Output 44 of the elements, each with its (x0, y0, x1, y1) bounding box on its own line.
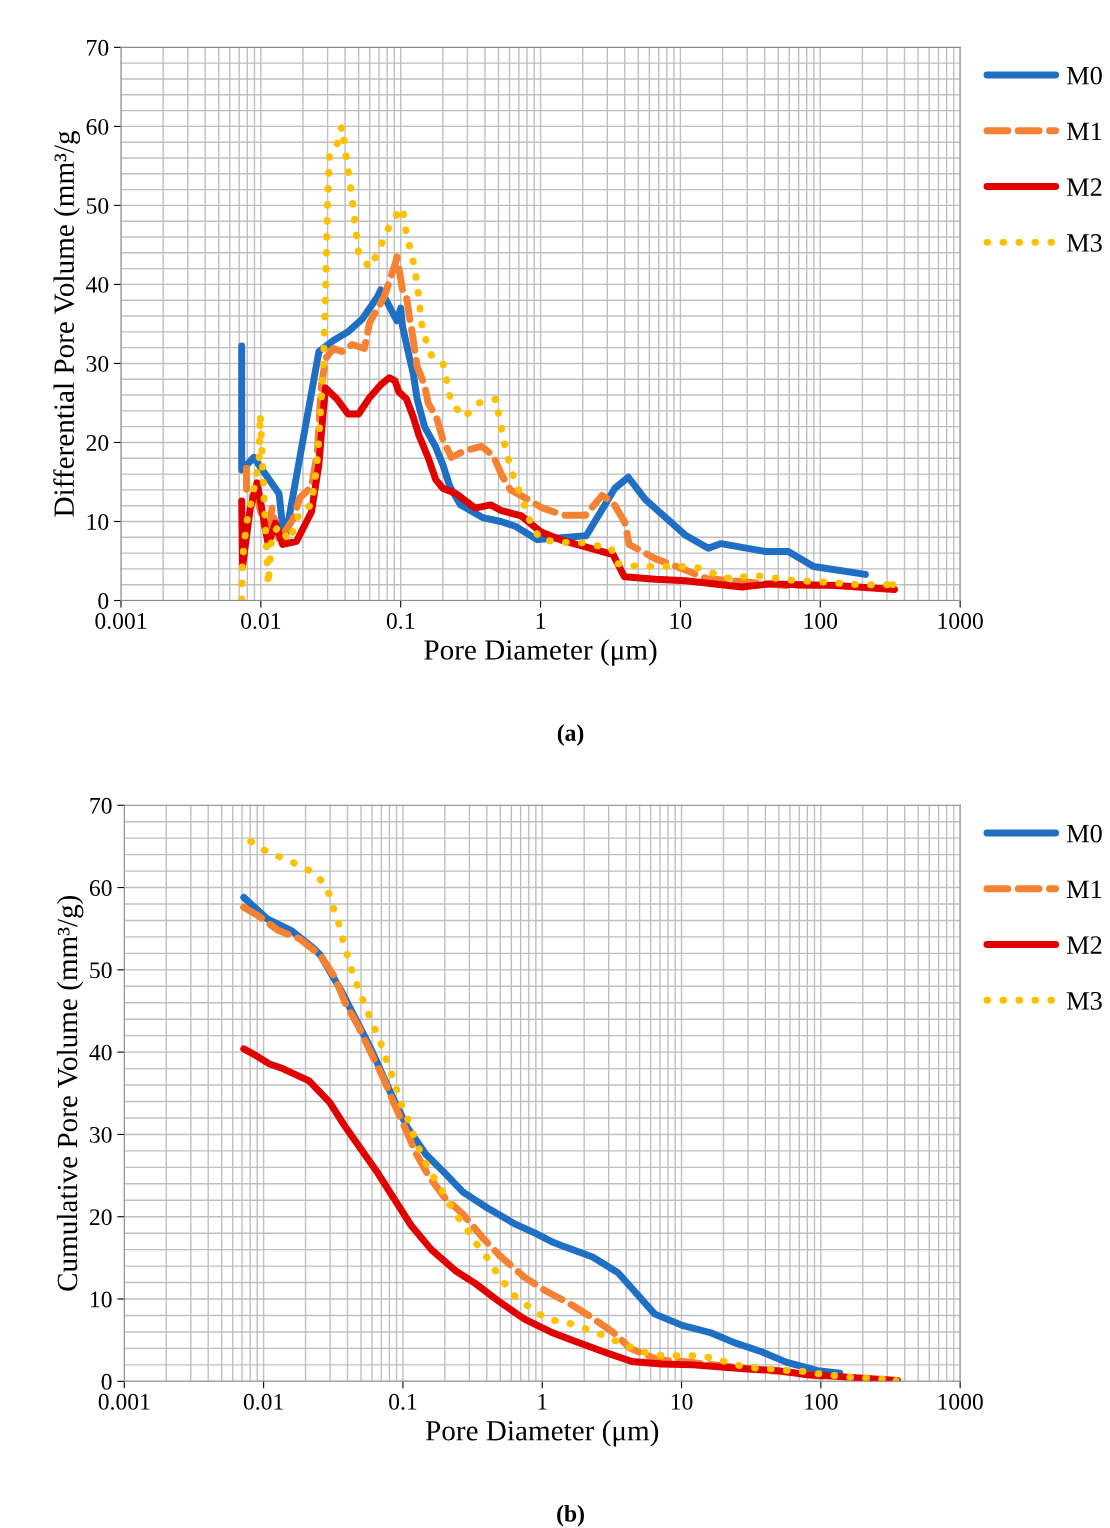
y-tick-label: 50 (86, 197, 109, 214)
legend-label: M0 (1066, 66, 1102, 85)
text: (a) (557, 724, 584, 746)
legend-label: M3 (1066, 234, 1102, 252)
legend-label: M2 (1066, 178, 1102, 196)
x-tick-label: 0.01 (241, 612, 281, 630)
x-tick-label: 10 (671, 1393, 693, 1410)
x-tick-label: 0.1 (386, 612, 415, 630)
text: (b) (557, 1505, 584, 1527)
y-tick-label: 10 (87, 513, 109, 530)
y-axis-title: Cumulative Pore Volume (mm³/g) (56, 895, 84, 1291)
x-tick-label: 100 (804, 612, 838, 629)
y-tick-label: 40 (89, 1044, 112, 1061)
x-tick-label: 100 (805, 1393, 838, 1410)
x-tick-label: 10 (670, 612, 692, 629)
y-tick-label: 20 (86, 434, 109, 451)
y-tick-label: 10 (90, 1291, 112, 1308)
y-tick-label: 70 (90, 797, 112, 814)
y-tick-label: 60 (86, 118, 109, 135)
x-axis-title: Pore Diameter (μm) (424, 639, 657, 666)
legend-label: M1 (1066, 122, 1102, 141)
x-tick-label: 0.001 (95, 612, 147, 630)
y-tick-label: 70 (87, 39, 109, 56)
y-axis-title: Differential Pore Volume (mm³/g (53, 130, 81, 517)
x-tick-label: 1 (536, 613, 546, 629)
x-tick-label: 0.001 (98, 1393, 150, 1410)
legend-label: M1 (1066, 880, 1102, 898)
x-tick-label: 0.1 (389, 1393, 417, 1410)
y-tick-label: 30 (90, 1126, 112, 1143)
y-tick-label: 0 (98, 592, 109, 609)
y-tick-label: 40 (86, 276, 109, 293)
y-tick-label: 60 (89, 880, 112, 896)
y-tick-label: 20 (89, 1209, 112, 1226)
y-tick-label: 0 (101, 1373, 112, 1390)
x-tick-label: 0.01 (243, 1393, 283, 1410)
x-tick-label: 1000 (938, 1393, 983, 1410)
legend-label: M2 (1066, 936, 1102, 954)
y-tick-label: 50 (90, 962, 112, 979)
x-axis-title: Pore Diameter (μm) (425, 1420, 659, 1447)
legend-label: M0 (1066, 824, 1102, 843)
x-tick-label: 1000 (938, 612, 983, 629)
legend-label: M3 (1066, 992, 1102, 1010)
y-tick-label: 30 (86, 355, 109, 372)
x-tick-label: 1 (538, 1393, 547, 1410)
